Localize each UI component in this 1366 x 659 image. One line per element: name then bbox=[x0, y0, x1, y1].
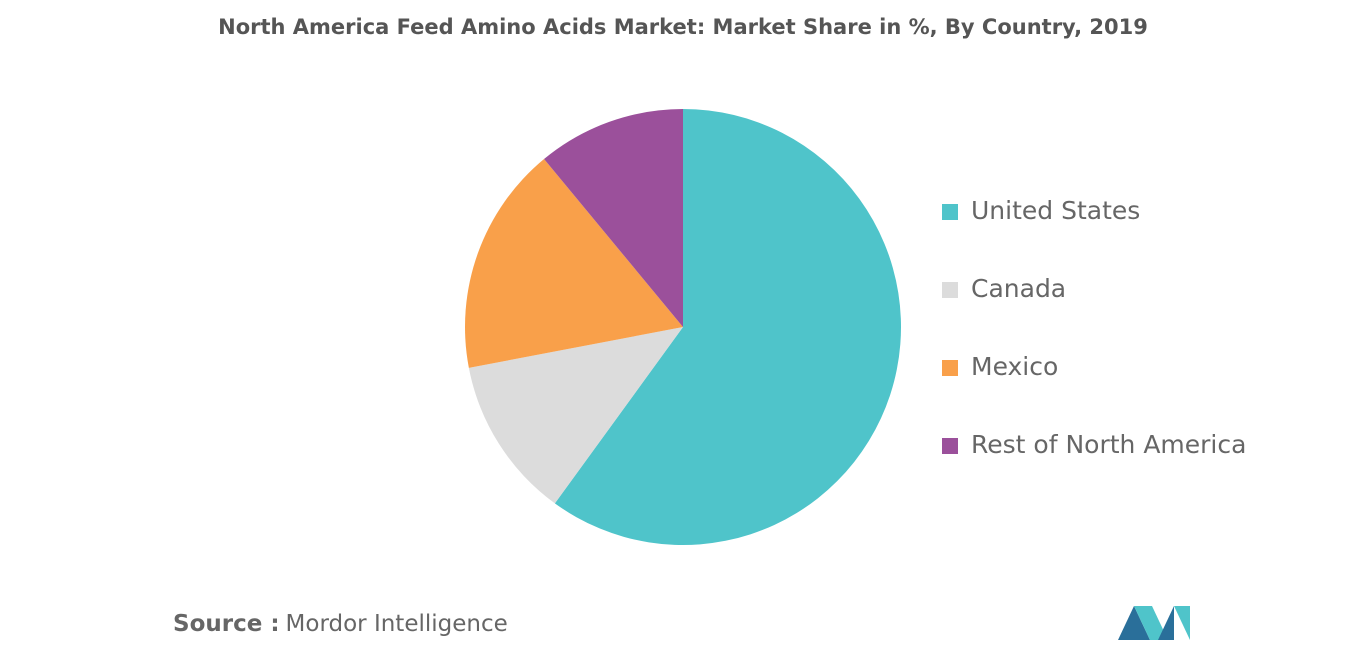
legend-swatch bbox=[942, 282, 958, 298]
legend-label: Mexico bbox=[971, 352, 1058, 381]
pie bbox=[465, 109, 902, 545]
source: Source : Mordor Intelligence bbox=[173, 611, 508, 637]
logo-shape bbox=[1134, 606, 1168, 640]
legend-label: Canada bbox=[971, 274, 1066, 303]
pie-slice bbox=[468, 327, 683, 504]
legend: United States Canada Mexico Rest of North A… bbox=[942, 196, 1246, 459]
pie-slice bbox=[465, 159, 683, 368]
legend-label: Rest of North America bbox=[971, 430, 1246, 459]
logo-shape bbox=[1158, 606, 1174, 640]
legend-label: United States bbox=[971, 196, 1140, 225]
logo-shape bbox=[1174, 606, 1190, 640]
logo bbox=[1118, 606, 1190, 640]
legend-swatch bbox=[942, 204, 958, 220]
pie-slice bbox=[544, 109, 683, 327]
pie-slice bbox=[554, 109, 902, 545]
legend-swatch bbox=[942, 360, 958, 376]
source-text: Mordor Intelligence bbox=[286, 611, 508, 637]
legend-swatch bbox=[942, 438, 958, 454]
source-label: Source : bbox=[173, 611, 280, 637]
chart-title: North America Feed Amino Acids Market: M… bbox=[218, 15, 1148, 39]
logo-shape bbox=[1118, 606, 1150, 640]
